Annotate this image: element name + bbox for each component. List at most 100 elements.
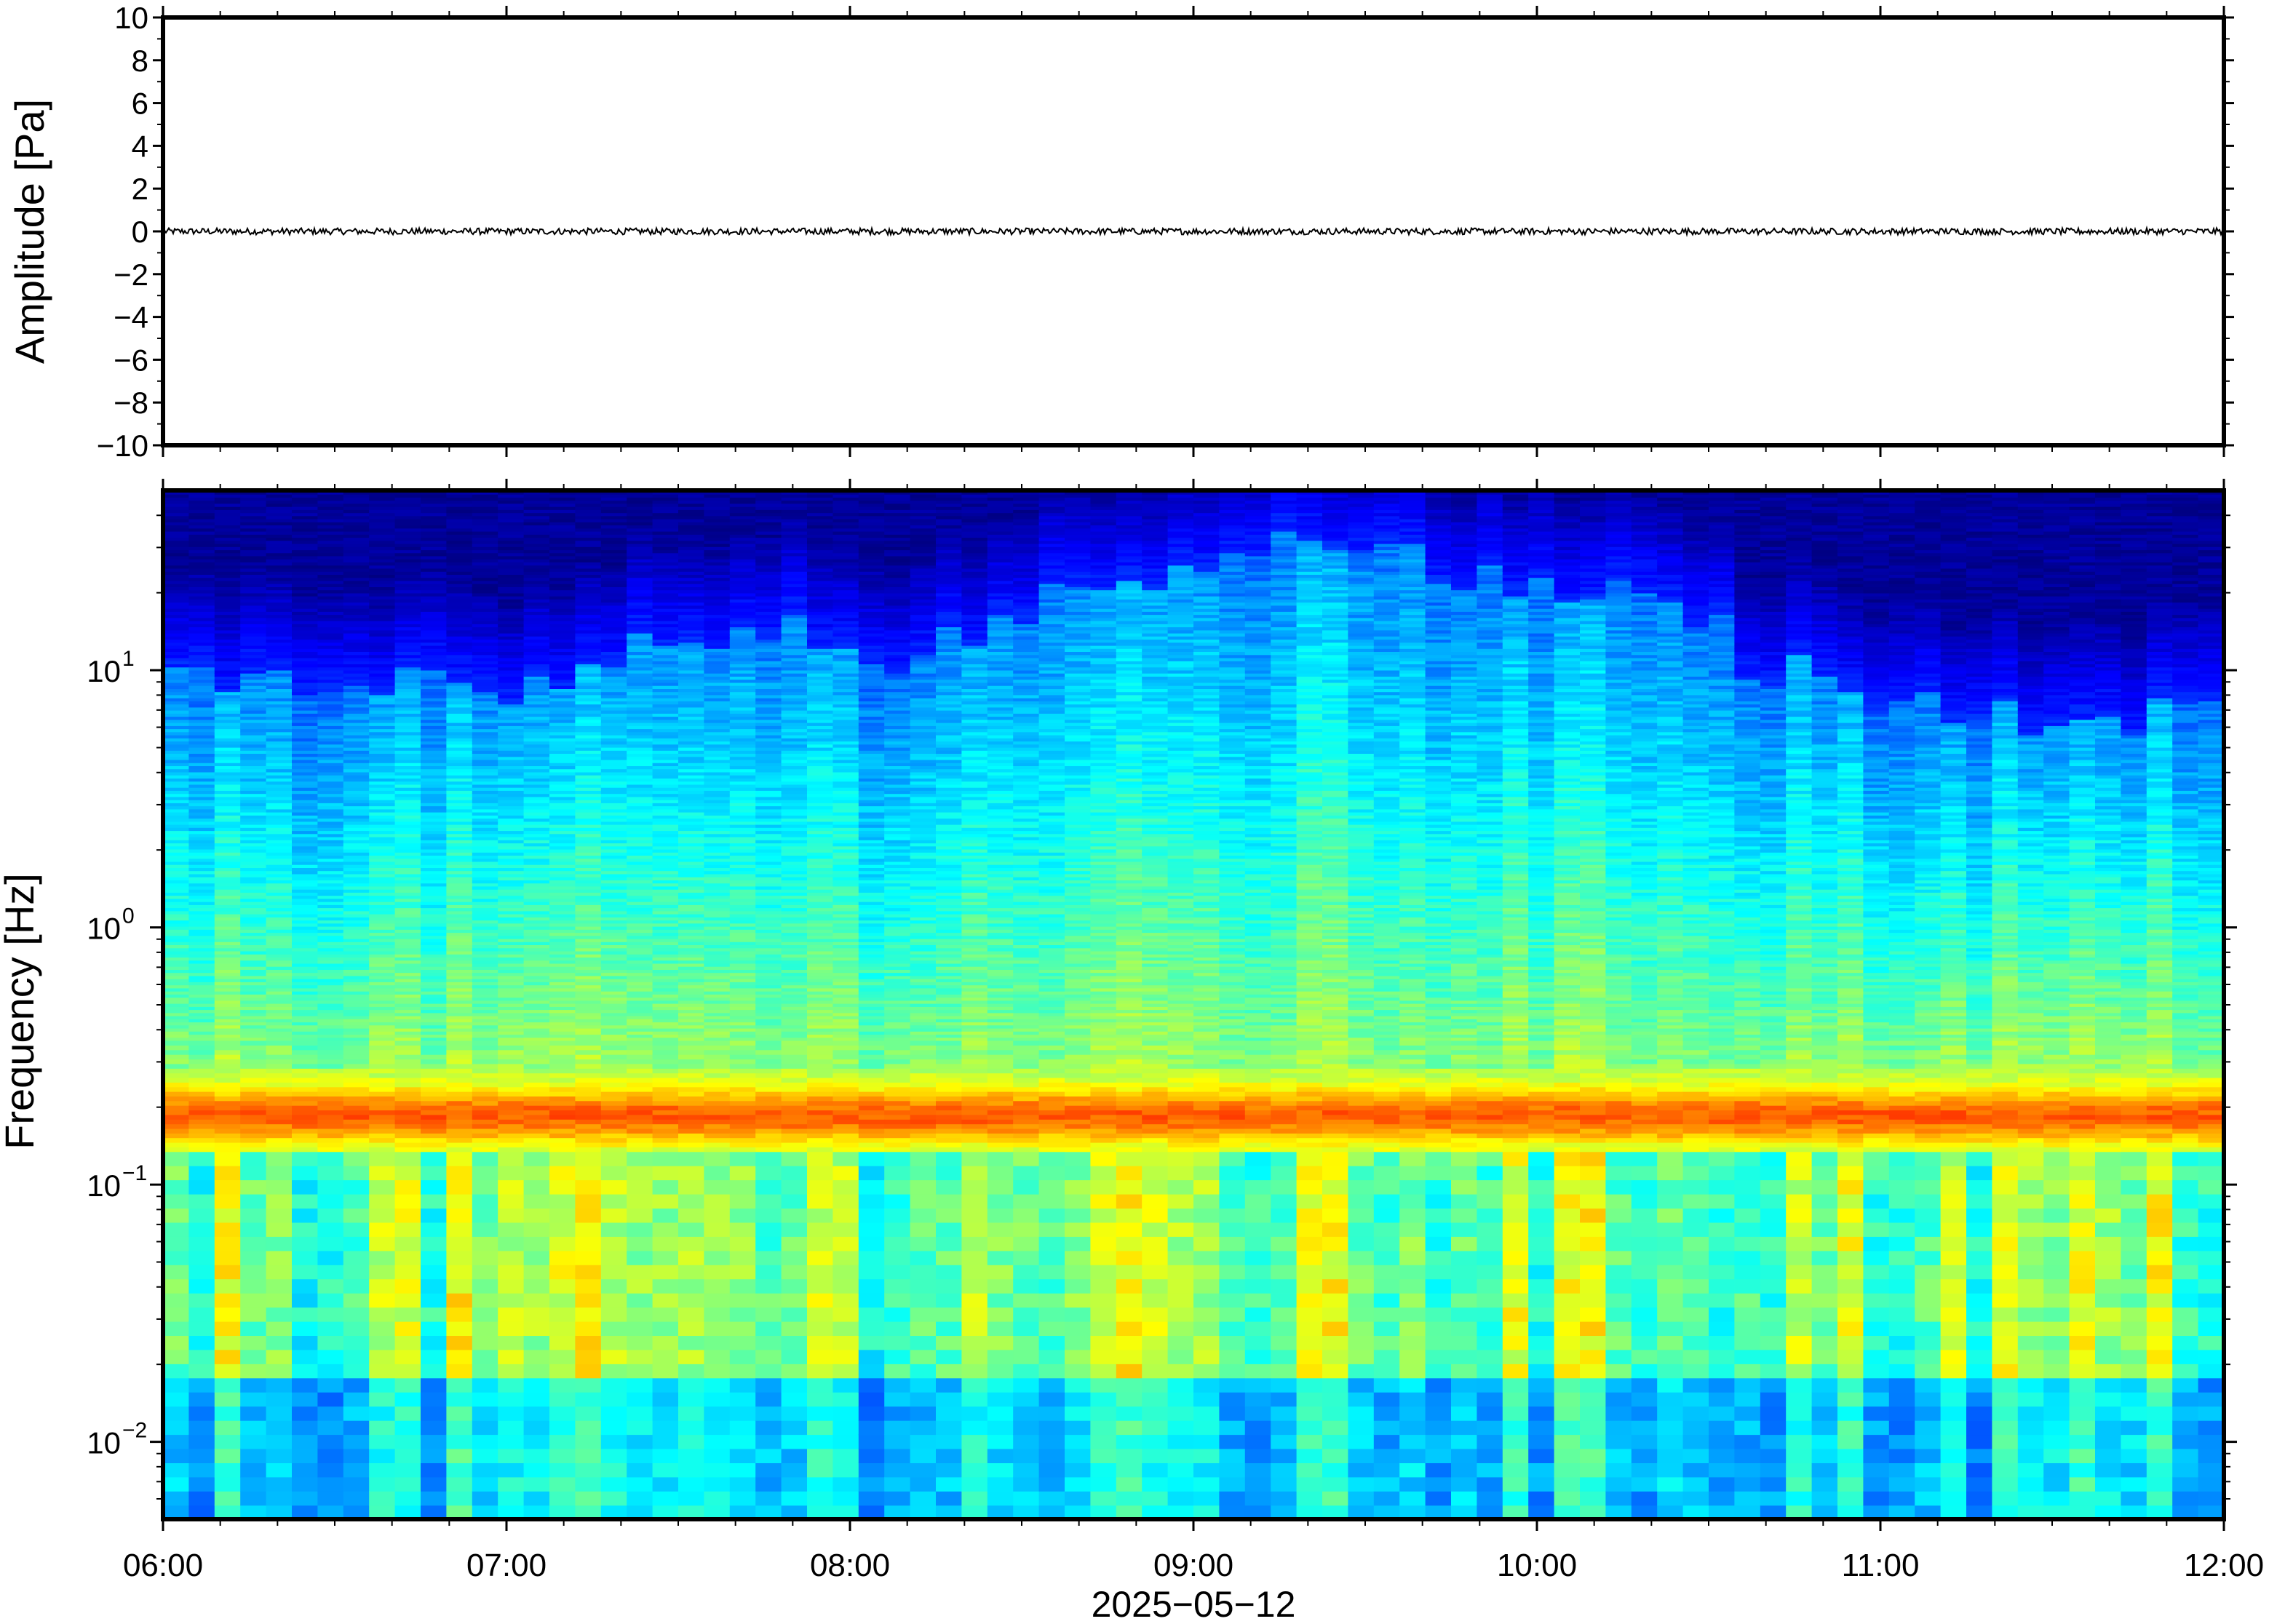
spectrogram-cell <box>343 744 370 748</box>
spectrogram-cell <box>369 528 396 532</box>
spectrogram-cell <box>317 503 344 507</box>
spectrogram-cell <box>369 1072 396 1078</box>
spectrogram-cell <box>704 1165 731 1181</box>
spectrogram-cell <box>421 1114 448 1120</box>
spectrogram-cell <box>575 574 602 578</box>
spectrogram-cell <box>292 904 319 909</box>
spectrogram-cell <box>600 574 628 578</box>
spectrogram-cell <box>446 978 473 982</box>
spectrogram-cell <box>317 1027 344 1032</box>
spectrogram-cell <box>472 888 499 893</box>
spectrogram-cell <box>627 620 653 624</box>
spectrogram-cell <box>523 848 550 853</box>
spectrogram-cell <box>317 719 344 723</box>
spectrogram-cell <box>240 528 267 532</box>
spectrogram-cell <box>627 614 653 618</box>
spectrogram-cell <box>652 503 679 507</box>
spectrogram-cell <box>549 799 576 803</box>
spectrogram-cell <box>188 537 215 541</box>
spectrogram-cell <box>163 808 190 813</box>
spectrogram-cell <box>627 845 653 850</box>
spectrogram-cell <box>678 534 705 538</box>
spectrogram-cell <box>163 580 190 584</box>
spectrogram-cell <box>292 1179 319 1195</box>
spectrogram-cell <box>678 827 705 832</box>
spectrogram-cell <box>240 913 267 918</box>
spectrogram-cell <box>549 1434 576 1449</box>
spectrogram-cell <box>369 1100 396 1106</box>
spectrogram-cell <box>627 821 653 825</box>
spectrogram-cell <box>214 944 242 949</box>
spectrogram-cell <box>472 530 499 535</box>
spectrogram-cell <box>421 617 448 621</box>
spectrogram-cell <box>678 559 705 562</box>
spectrogram-cell <box>549 682 576 686</box>
spectrogram-cell <box>292 642 319 646</box>
spectrogram-cell <box>600 1222 628 1237</box>
spectrogram-cell <box>240 1031 267 1035</box>
spectrogram-cell <box>266 966 293 970</box>
spectrogram-cell <box>188 731 215 736</box>
spectrogram-cell <box>240 920 267 924</box>
spectrogram-cell <box>549 858 576 862</box>
spectrogram-cell <box>678 747 705 751</box>
spectrogram-cell <box>575 651 602 656</box>
spectrogram-cell <box>317 1123 344 1129</box>
spectrogram-cell <box>652 1147 679 1153</box>
spectrogram-cell <box>498 1114 525 1120</box>
spectrogram-cell <box>343 701 370 705</box>
spectrogram-cell <box>652 1100 679 1106</box>
spectrogram-cell <box>600 1142 628 1147</box>
spectrogram-cell <box>369 984 396 989</box>
spectrogram-cell <box>421 497 448 501</box>
spectrogram-cell <box>678 605 705 609</box>
spectrogram-cell <box>394 957 421 961</box>
spectrogram-cell <box>266 639 293 643</box>
spectrogram-cell <box>627 1054 653 1060</box>
spectrogram-cell <box>678 910 705 915</box>
spectrogram-cell <box>214 617 242 621</box>
spectrogram-cell <box>421 1063 448 1069</box>
spectrogram-cell <box>317 608 344 612</box>
spectrogram-cell <box>549 537 576 541</box>
spectrogram-cell <box>369 1193 396 1209</box>
spectrogram-cell <box>214 1476 242 1492</box>
y-tick-label: −10 <box>97 429 148 463</box>
spectrogram-cell <box>163 503 190 507</box>
spectrogram-cell <box>421 568 448 572</box>
spectrogram-cell <box>421 888 448 893</box>
spectrogram-cell <box>421 589 448 594</box>
spectrogram-cell <box>240 518 267 522</box>
spectrogram-cell <box>240 877 267 880</box>
spectrogram-cell <box>369 821 396 825</box>
spectrogram-cell <box>214 1072 242 1078</box>
spectrogram-cell <box>188 1222 215 1237</box>
spectrogram-cell <box>369 1022 396 1026</box>
spectrogram-cell <box>188 614 215 618</box>
spectrogram-cell <box>678 1049 705 1055</box>
spectrogram-cell <box>627 1406 653 1421</box>
spectrogram-cell <box>652 537 679 541</box>
spectrogram-cell <box>266 1003 293 1007</box>
spectrogram-cell <box>575 771 602 776</box>
spectrogram-cell <box>446 861 473 865</box>
spectrogram-cells <box>163 490 2224 1519</box>
spectrogram-cell <box>163 719 190 723</box>
spectrogram-cell <box>627 987 653 992</box>
spectrogram-cell <box>600 540 628 544</box>
spectrogram-cell <box>575 515 602 520</box>
spectrogram-cell <box>394 821 421 825</box>
spectrogram-cell <box>292 824 319 828</box>
spectrogram-cell <box>652 1133 679 1139</box>
spectrogram-cell <box>523 799 550 803</box>
spectrogram-cell <box>369 1027 396 1032</box>
spectrogram-cell <box>317 1321 344 1336</box>
spectrogram-cell <box>523 1434 550 1449</box>
spectrogram-cell <box>188 870 215 875</box>
spectrogram-cell <box>317 898 344 902</box>
spectrogram-cell <box>163 987 190 992</box>
spectrogram-cell <box>498 654 525 658</box>
spectrogram-cell <box>652 1142 679 1147</box>
spectrogram-cell <box>394 1335 421 1350</box>
spectrogram-cell <box>240 688 267 693</box>
